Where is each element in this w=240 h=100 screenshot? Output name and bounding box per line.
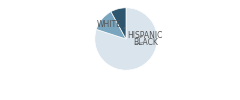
Wedge shape — [95, 8, 157, 70]
Text: WHITE: WHITE — [96, 20, 124, 30]
Text: BLACK: BLACK — [133, 38, 158, 47]
Wedge shape — [111, 8, 126, 39]
Text: HISPANIC: HISPANIC — [128, 31, 163, 40]
Wedge shape — [96, 12, 126, 39]
